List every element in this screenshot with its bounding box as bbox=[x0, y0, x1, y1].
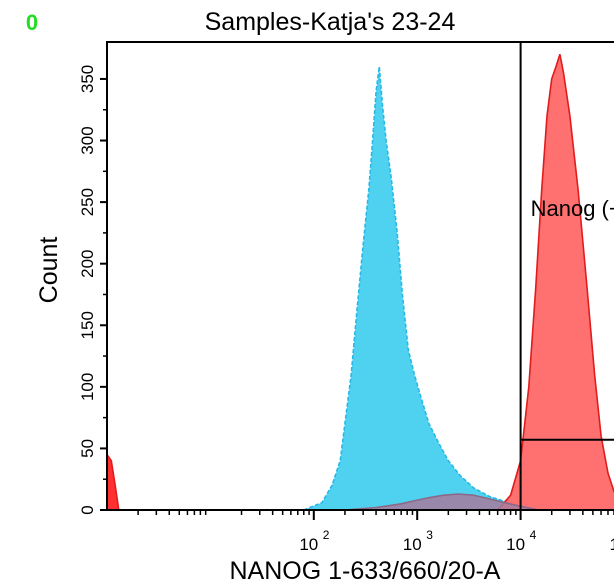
y-tick-label: 200 bbox=[78, 249, 97, 277]
gate-layer: Nanog (+) bbox=[519, 42, 614, 510]
x-tick-label: 10 bbox=[506, 535, 525, 554]
series-3-area bbox=[107, 454, 119, 510]
y-tick-label: 0 bbox=[78, 505, 97, 514]
x-tick-label: 10 bbox=[403, 535, 422, 554]
series-0-outline bbox=[303, 66, 548, 511]
x-tick-label: 10 bbox=[610, 535, 614, 554]
x-tick-exponent: 2 bbox=[323, 528, 330, 542]
y-tick-label: 100 bbox=[78, 373, 97, 401]
series-1-outline bbox=[497, 54, 614, 511]
y-axis-ticks: 0 50 100 150 200 250 300 350 bbox=[78, 65, 107, 515]
series-layer bbox=[106, 54, 614, 511]
x-tick-exponent: 4 bbox=[530, 528, 537, 542]
series-2-area bbox=[344, 494, 539, 510]
chart-title: Samples-Katja's 23-24 bbox=[205, 8, 456, 36]
y-tick-label: 150 bbox=[78, 311, 97, 339]
series-2-outline bbox=[344, 493, 539, 511]
y-tick-label: 300 bbox=[78, 126, 97, 154]
x-tick-exponent: 3 bbox=[426, 528, 433, 542]
panel-index-label: 0 bbox=[26, 10, 38, 35]
series-0-area bbox=[303, 66, 547, 510]
y-axis-label: Count bbox=[35, 237, 63, 304]
y-tick-label: 250 bbox=[78, 188, 97, 216]
x-axis-label: NANOG 1-633/660/20-A bbox=[230, 557, 501, 585]
y-tick-label: 350 bbox=[78, 65, 97, 93]
x-tick-label: 10 bbox=[299, 535, 318, 554]
series-1-area bbox=[497, 54, 614, 510]
y-tick-label: 50 bbox=[78, 439, 97, 458]
series-3-outline bbox=[106, 454, 120, 511]
x-axis-ticks: 102103104105 bbox=[137, 510, 614, 554]
gate-0-label: Nanog (+) bbox=[531, 196, 614, 221]
plot-frame bbox=[106, 41, 614, 511]
